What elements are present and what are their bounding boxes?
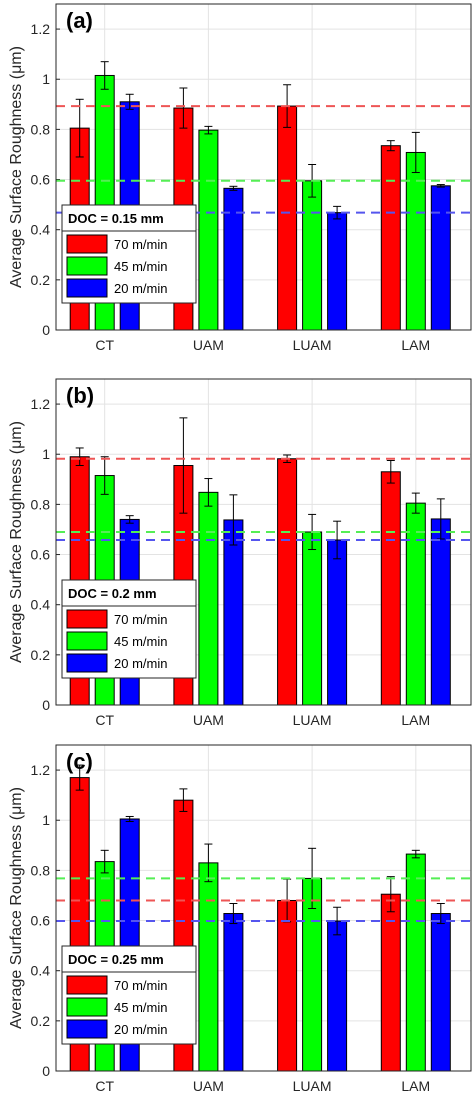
bar-lam-70-m-min — [380, 471, 401, 706]
legend-swatch — [66, 653, 108, 673]
legend-entry: 45 m/min — [114, 1000, 167, 1015]
x-tick-label-lam: LAM — [401, 337, 430, 353]
y-tick-label: 1.2 — [31, 21, 51, 37]
bar-uam-45-m-min — [198, 491, 219, 706]
axes-box — [55, 744, 472, 1072]
y-tick-label: 0 — [42, 322, 50, 338]
y-tick-label: 0.6 — [31, 172, 51, 188]
legend-swatch — [66, 234, 108, 254]
bar-lam-45-m-min — [405, 853, 426, 1072]
bar-lam-20-m-min — [430, 913, 451, 1072]
bar-uam-45-m-min — [198, 129, 219, 331]
legend-title-box — [61, 579, 197, 607]
y-tick-label: 1 — [42, 812, 50, 828]
legend-swatch — [66, 278, 108, 298]
y-tick-label: 1 — [42, 446, 50, 462]
bar-uam-20-m-min — [223, 913, 244, 1072]
legend-entry: 45 m/min — [114, 259, 167, 274]
legend-entry: 70 m/min — [114, 978, 167, 993]
x-tick-label-luam: LUAM — [293, 1078, 332, 1094]
y-axis-label: Average Surface Roughness (μm) — [8, 787, 25, 1029]
legend: DOC = 0.25 mm 70 m/min 45 m/min 20 m/min — [61, 945, 197, 1045]
x-tick-label-lam: LAM — [401, 1078, 430, 1094]
legend-title-box — [61, 945, 197, 973]
y-tick-label: 0.2 — [31, 1013, 51, 1029]
legend: DOC = 0.15 mm 70 m/min 45 m/min 20 m/min — [61, 204, 197, 304]
bar-uam-20-m-min — [223, 187, 244, 331]
y-tick-label: 0.6 — [31, 913, 51, 929]
legend-entry: 70 m/min — [114, 237, 167, 252]
bar-luam-45-m-min — [302, 531, 323, 706]
axes-box — [55, 3, 472, 331]
x-tick-label-ct: CT — [95, 712, 114, 728]
chart-panel-3: 0 0.2 0.4 0.6 0.8 1 1.2 CT UAM LUAM LAM (c) DOC = 0.… — [8, 744, 472, 1094]
bar-lam-20-m-min — [430, 185, 451, 331]
bar-lam-45-m-min — [405, 502, 426, 706]
y-tick-label: 0.8 — [31, 496, 51, 512]
bar-luam-70-m-min — [277, 458, 298, 706]
y-axis-label: Average Surface Roughness (μm) — [8, 421, 25, 663]
bar-luam-20-m-min — [327, 212, 348, 331]
legend-title-box — [61, 204, 197, 232]
legend-swatch — [66, 609, 108, 629]
y-tick-label: 0 — [42, 1063, 50, 1079]
bar-uam-20-m-min — [223, 519, 244, 706]
bar-lam-70-m-min — [380, 145, 401, 331]
y-tick-label: 0.8 — [31, 862, 51, 878]
y-tick-label: 1 — [42, 71, 50, 87]
chart-panel-2: 0 0.2 0.4 0.6 0.8 1 1.2 CT UAM LUAM LAM (b) DOC = 0.… — [8, 378, 472, 728]
bar-lam-45-m-min — [405, 151, 426, 331]
panel-label: (c) — [66, 749, 93, 774]
legend-title: DOC = 0.15 mm — [68, 211, 164, 226]
bar-luam-20-m-min — [327, 920, 348, 1072]
bar-luam-20-m-min — [327, 539, 348, 706]
legend-swatch — [66, 1019, 108, 1039]
panel-label: (a) — [66, 8, 93, 33]
y-tick-label: 0.8 — [31, 121, 51, 137]
y-tick-label: 1.2 — [31, 762, 51, 778]
x-tick-label-luam: LUAM — [293, 337, 332, 353]
bar-luam-70-m-min — [277, 899, 298, 1072]
y-axis-label: Average Surface Roughness (μm) — [8, 46, 25, 288]
x-tick-label-ct: CT — [95, 337, 114, 353]
y-tick-label: 0.6 — [31, 547, 51, 563]
legend-swatch — [66, 975, 108, 995]
y-tick-label: 0.2 — [31, 647, 51, 663]
legend-swatch — [66, 256, 108, 276]
x-tick-label-uam: UAM — [193, 337, 224, 353]
legend-entry: 70 m/min — [114, 612, 167, 627]
bar-luam-70-m-min — [277, 105, 298, 331]
legend-title: DOC = 0.25 mm — [68, 952, 164, 967]
bar-luam-45-m-min — [302, 180, 323, 331]
y-tick-label: 0.4 — [31, 963, 51, 979]
legend-entry: 20 m/min — [114, 281, 167, 296]
axes-box — [55, 378, 472, 706]
legend-entry: 20 m/min — [114, 656, 167, 671]
chart-panel-1: 0 0.2 0.4 0.6 0.8 1 1.2 CT UAM LUAM LAM (a) DOC = 0.… — [8, 3, 472, 353]
y-tick-label: 1.2 — [31, 396, 51, 412]
bar-lam-20-m-min — [430, 518, 451, 706]
legend: DOC = 0.2 mm 70 m/min 45 m/min 20 m/min — [61, 579, 197, 679]
y-tick-label: 0 — [42, 697, 50, 713]
x-tick-label-lam: LAM — [401, 712, 430, 728]
legend-entry: 45 m/min — [114, 634, 167, 649]
x-tick-label-uam: UAM — [193, 712, 224, 728]
legend-title: DOC = 0.2 mm — [68, 586, 157, 601]
legend-entry: 20 m/min — [114, 1022, 167, 1037]
y-tick-label: 0.4 — [31, 222, 51, 238]
y-tick-label: 0.2 — [31, 272, 51, 288]
legend-swatch — [66, 631, 108, 651]
x-tick-label-ct: CT — [95, 1078, 114, 1094]
x-tick-label-luam: LUAM — [293, 712, 332, 728]
panel-label: (b) — [66, 383, 94, 408]
bar-uam-45-m-min — [198, 862, 219, 1072]
legend-swatch — [66, 997, 108, 1017]
y-tick-label: 0.4 — [31, 597, 51, 613]
x-tick-label-uam: UAM — [193, 1078, 224, 1094]
